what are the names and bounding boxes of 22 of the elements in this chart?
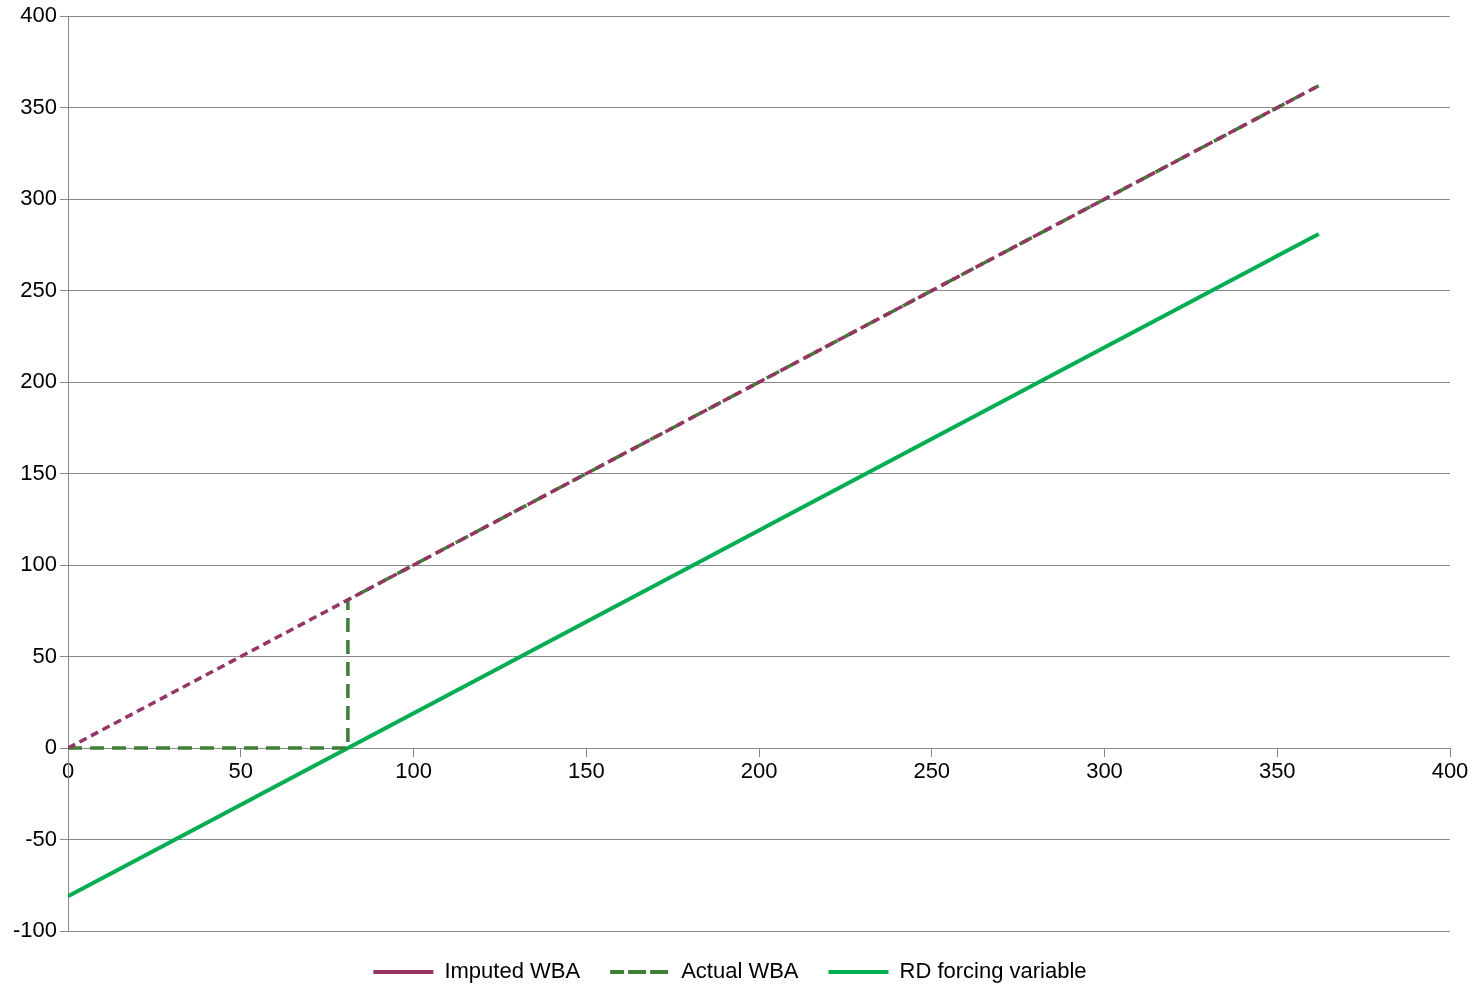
- x-tick-label: 400: [1431, 758, 1469, 784]
- x-tick-label: 300: [1086, 758, 1123, 784]
- x-tick-label: 50: [228, 758, 254, 784]
- x-tick-label: 100: [395, 758, 432, 784]
- x-tick-label: 250: [913, 758, 951, 784]
- y-tick-label: 100: [20, 551, 58, 577]
- x-tick-label: 350: [1258, 758, 1296, 784]
- x-tick-label: 150: [567, 758, 605, 784]
- y-tick-label: 400: [20, 2, 58, 28]
- legend-label: Actual WBA: [681, 958, 799, 984]
- y-tick-label: 350: [20, 93, 58, 119]
- y-tick-label: 0: [44, 734, 58, 760]
- y-tick-label: -50: [25, 825, 58, 851]
- y-tick-label: 150: [20, 459, 58, 485]
- legend-label: Imputed WBA: [444, 958, 581, 984]
- legend-label: RD forcing variable: [899, 958, 1087, 984]
- y-tick-label: -100: [12, 917, 58, 943]
- y-tick-label: 300: [20, 185, 58, 211]
- x-tick-label: 200: [740, 758, 778, 784]
- y-tick-label: 200: [20, 368, 58, 394]
- y-tick-label: 250: [20, 276, 58, 302]
- y-tick-label: 50: [32, 642, 58, 668]
